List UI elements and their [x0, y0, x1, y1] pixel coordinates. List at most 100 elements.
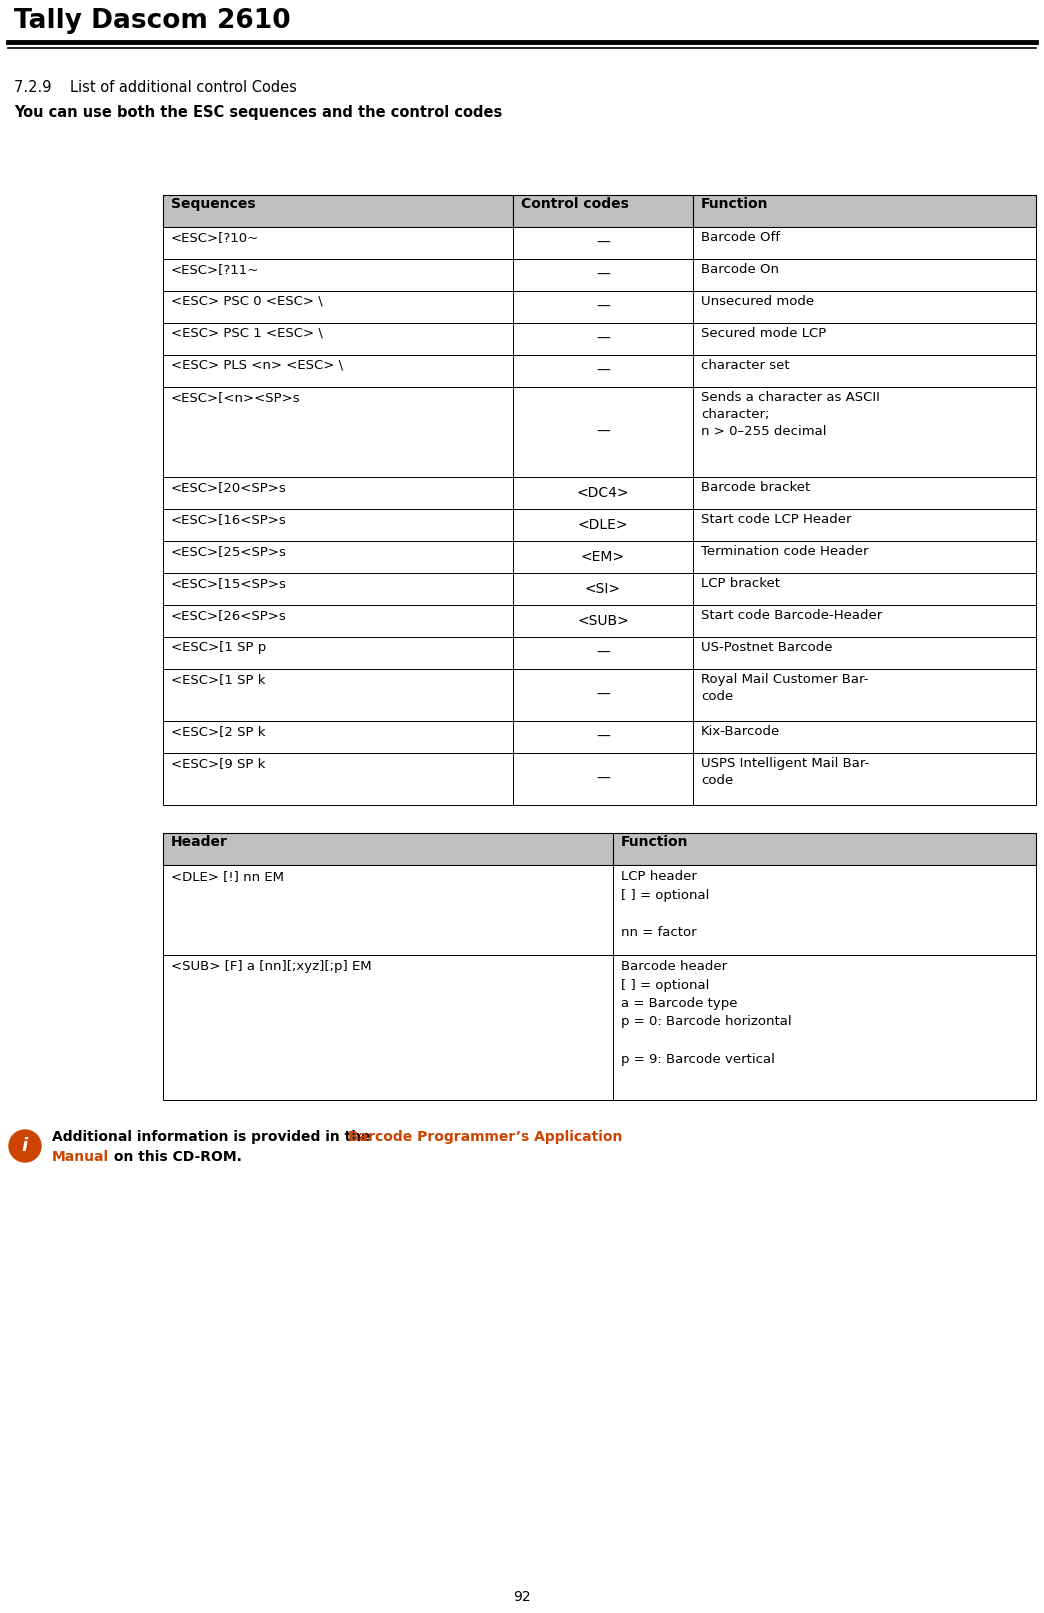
- Text: <ESC>[2 SP k: <ESC>[2 SP k: [171, 724, 265, 739]
- Text: —: —: [596, 731, 610, 744]
- Bar: [513, 387, 693, 477]
- Bar: [693, 387, 1036, 477]
- Bar: [513, 323, 693, 355]
- Text: —: —: [596, 773, 610, 786]
- Text: Start code LCP Header: Start code LCP Header: [701, 513, 852, 526]
- Text: Termination code Header: Termination code Header: [701, 545, 869, 558]
- Bar: [513, 195, 693, 227]
- Text: Manual: Manual: [52, 1150, 110, 1165]
- Bar: [693, 355, 1036, 387]
- Text: <ESC>[9 SP k: <ESC>[9 SP k: [171, 756, 265, 769]
- Text: <ESC>[20<SP>s: <ESC>[20<SP>s: [171, 481, 287, 494]
- Text: Unsecured mode: Unsecured mode: [701, 295, 814, 308]
- Text: Barcode header
[ ] = optional
a = Barcode type
p = 0: Barcode horizontal

p = 9:: Barcode header [ ] = optional a = Barcod…: [621, 960, 791, 1066]
- Text: Function: Function: [621, 836, 688, 848]
- Bar: [163, 510, 513, 540]
- Bar: [163, 260, 513, 290]
- Bar: [693, 290, 1036, 323]
- Text: Function: Function: [701, 197, 768, 211]
- Text: Royal Mail Customer Bar-
code: Royal Mail Customer Bar- code: [701, 673, 869, 703]
- Bar: [163, 573, 513, 605]
- Text: <ESC> PSC 0 <ESC> \: <ESC> PSC 0 <ESC> \: [171, 295, 323, 308]
- Bar: [163, 540, 513, 573]
- Text: <ESC>[26<SP>s: <ESC>[26<SP>s: [171, 610, 287, 623]
- Bar: [693, 510, 1036, 540]
- Bar: [513, 477, 693, 510]
- Bar: [163, 323, 513, 355]
- Bar: [163, 477, 513, 510]
- Text: on this CD-ROM.: on this CD-ROM.: [109, 1150, 242, 1165]
- Bar: [163, 227, 513, 260]
- Bar: [163, 290, 513, 323]
- Bar: [693, 669, 1036, 721]
- Bar: [163, 955, 613, 1100]
- Bar: [163, 605, 513, 637]
- Bar: [693, 605, 1036, 637]
- Text: You can use both the ESC sequences and the control codes: You can use both the ESC sequences and t…: [14, 105, 502, 119]
- Text: Barcode bracket: Barcode bracket: [701, 481, 810, 494]
- Text: US-Postnet Barcode: US-Postnet Barcode: [701, 640, 832, 653]
- Text: —: —: [596, 268, 610, 282]
- Bar: [693, 477, 1036, 510]
- Bar: [693, 753, 1036, 805]
- Text: <ESC>[1 SP k: <ESC>[1 SP k: [171, 673, 265, 686]
- Bar: [513, 540, 693, 573]
- Bar: [613, 955, 1036, 1100]
- Text: Tally Dascom 2610: Tally Dascom 2610: [14, 8, 290, 34]
- Text: i: i: [22, 1137, 28, 1155]
- Text: <DLE> [!] nn EM: <DLE> [!] nn EM: [171, 869, 284, 882]
- Text: 92: 92: [514, 1590, 530, 1603]
- Bar: [693, 227, 1036, 260]
- Bar: [513, 290, 693, 323]
- Bar: [513, 637, 693, 669]
- Text: <ESC> PSC 1 <ESC> \: <ESC> PSC 1 <ESC> \: [171, 327, 323, 340]
- Bar: [163, 637, 513, 669]
- Bar: [163, 355, 513, 387]
- Bar: [163, 832, 613, 865]
- Text: —: —: [596, 235, 610, 250]
- Circle shape: [9, 1131, 41, 1161]
- Bar: [163, 669, 513, 721]
- Text: character set: character set: [701, 360, 789, 373]
- Text: <ESC>[15<SP>s: <ESC>[15<SP>s: [171, 577, 287, 590]
- Bar: [693, 637, 1036, 669]
- Text: —: —: [596, 332, 610, 347]
- Bar: [513, 721, 693, 753]
- Text: <SUB>: <SUB>: [577, 615, 628, 627]
- Bar: [163, 387, 513, 477]
- Bar: [513, 669, 693, 721]
- Text: <EM>: <EM>: [582, 550, 625, 565]
- Bar: [163, 195, 513, 227]
- Text: 7.2.9    List of additional control Codes: 7.2.9 List of additional control Codes: [14, 81, 296, 95]
- Text: <DLE>: <DLE>: [577, 518, 628, 532]
- Text: Kix-Barcode: Kix-Barcode: [701, 724, 780, 739]
- Text: —: —: [596, 424, 610, 439]
- Bar: [513, 605, 693, 637]
- Bar: [513, 227, 693, 260]
- Text: —: —: [596, 300, 610, 315]
- Bar: [693, 323, 1036, 355]
- Text: <ESC>[<n><SP>s: <ESC>[<n><SP>s: [171, 390, 301, 403]
- Bar: [513, 753, 693, 805]
- Text: Start code Barcode-Header: Start code Barcode-Header: [701, 610, 882, 623]
- Text: <ESC>[?11~: <ESC>[?11~: [171, 263, 259, 276]
- Text: —: —: [596, 365, 610, 377]
- Bar: [163, 753, 513, 805]
- Bar: [513, 260, 693, 290]
- Text: <SI>: <SI>: [585, 582, 621, 595]
- Text: <ESC>[25<SP>s: <ESC>[25<SP>s: [171, 545, 287, 558]
- Text: Secured mode LCP: Secured mode LCP: [701, 327, 826, 340]
- Text: Sequences: Sequences: [171, 197, 256, 211]
- Text: <ESC> PLS <n> <ESC> \: <ESC> PLS <n> <ESC> \: [171, 360, 343, 373]
- Text: <ESC>[16<SP>s: <ESC>[16<SP>s: [171, 513, 287, 526]
- Text: <ESC>[1 SP p: <ESC>[1 SP p: [171, 640, 266, 653]
- Bar: [693, 540, 1036, 573]
- Bar: [613, 832, 1036, 865]
- Text: —: —: [596, 645, 610, 660]
- Bar: [163, 721, 513, 753]
- Text: Control codes: Control codes: [521, 197, 628, 211]
- Text: <ESC>[?10~: <ESC>[?10~: [171, 231, 259, 244]
- Bar: [693, 260, 1036, 290]
- Bar: [513, 355, 693, 387]
- Bar: [613, 865, 1036, 955]
